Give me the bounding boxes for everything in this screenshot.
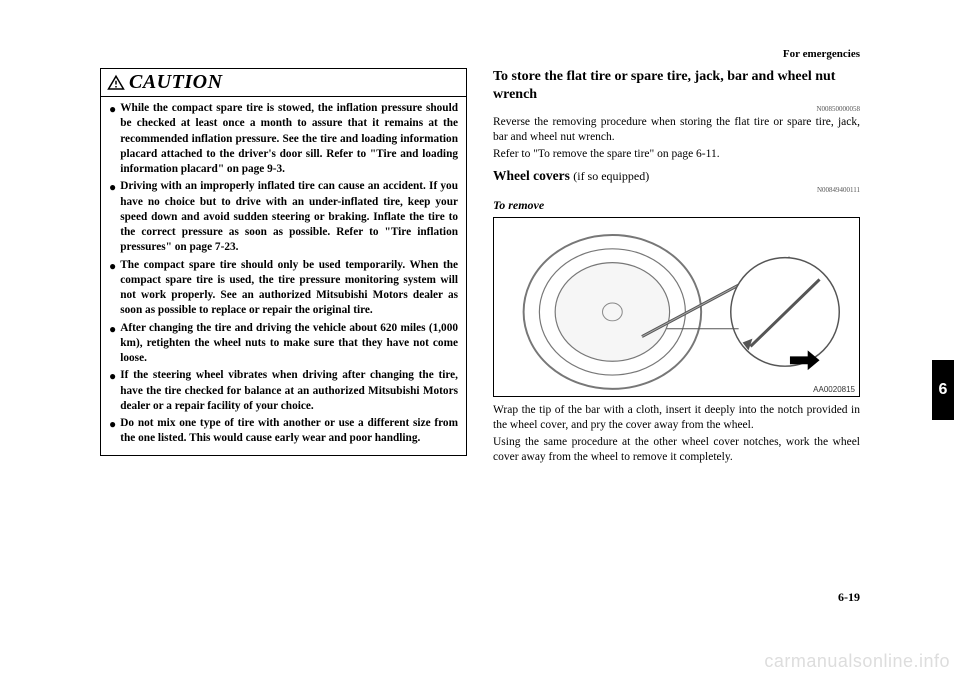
caution-header: CAUTION <box>101 69 466 97</box>
caution-title: CAUTION <box>129 71 223 94</box>
chapter-number: 6 <box>939 381 948 399</box>
body-paragraph: Refer to "To remove the spare tire" on p… <box>493 147 860 162</box>
watermark: carmanualsonline.info <box>764 651 950 672</box>
caution-item: ●If the steering wheel vibrates when dri… <box>109 368 458 414</box>
bullet-icon: ● <box>109 416 116 447</box>
heading-wheel-covers: Wheel covers (if so equipped) <box>493 168 860 184</box>
caution-text: Do not mix one type of tire with another… <box>120 416 458 447</box>
ref-code: N00850000058 <box>493 105 860 113</box>
left-column: CAUTION ●While the compact spare tire is… <box>100 68 467 467</box>
caution-box: CAUTION ●While the compact spare tire is… <box>100 68 467 456</box>
caution-item: ●Driving with an improperly inflated tir… <box>109 179 458 255</box>
caution-text: After changing the tire and driving the … <box>120 321 458 367</box>
chapter-tab: 6 <box>932 360 954 420</box>
caution-item: ●After changing the tire and driving the… <box>109 321 458 367</box>
caution-text: While the compact spare tire is stowed, … <box>120 101 458 177</box>
caution-item: ●While the compact spare tire is stowed,… <box>109 101 458 177</box>
caution-text: The compact spare tire should only be us… <box>120 258 458 319</box>
caution-text: If the steering wheel vibrates when driv… <box>120 368 458 414</box>
wheel-cover-illustration <box>494 218 859 396</box>
bullet-icon: ● <box>109 321 116 367</box>
wheel-cover-figure: AA0020815 <box>493 217 860 397</box>
two-column-layout: CAUTION ●While the compact spare tire is… <box>100 68 860 467</box>
caution-item: ●Do not mix one type of tire with anothe… <box>109 416 458 447</box>
body-paragraph: Reverse the removing procedure when stor… <box>493 115 860 145</box>
body-paragraph: Wrap the tip of the bar with a cloth, in… <box>493 403 860 433</box>
heading-qualifier: (if so equipped) <box>573 169 649 183</box>
body-paragraph: Using the same procedure at the other wh… <box>493 435 860 465</box>
bullet-icon: ● <box>109 368 116 414</box>
ref-code: N00849400111 <box>493 186 860 194</box>
bullet-icon: ● <box>109 101 116 177</box>
heading-to-remove: To remove <box>493 198 860 213</box>
bullet-icon: ● <box>109 258 116 319</box>
page-content: For emergencies CAUTION ●While the compa… <box>100 48 860 467</box>
heading-text: Wheel covers <box>493 168 570 183</box>
caution-body: ●While the compact spare tire is stowed,… <box>101 97 466 455</box>
bullet-icon: ● <box>109 179 116 255</box>
page-number: 6-19 <box>838 590 860 605</box>
figure-code: AA0020815 <box>813 385 855 394</box>
heading-store-tire: To store the flat tire or spare tire, ja… <box>493 68 860 103</box>
warning-triangle-icon <box>107 74 125 92</box>
caution-item: ●The compact spare tire should only be u… <box>109 258 458 319</box>
caution-text: Driving with an improperly inflated tire… <box>120 179 458 255</box>
section-header: For emergencies <box>100 48 860 60</box>
right-column: To store the flat tire or spare tire, ja… <box>493 68 860 467</box>
caution-list: ●While the compact spare tire is stowed,… <box>109 101 458 447</box>
